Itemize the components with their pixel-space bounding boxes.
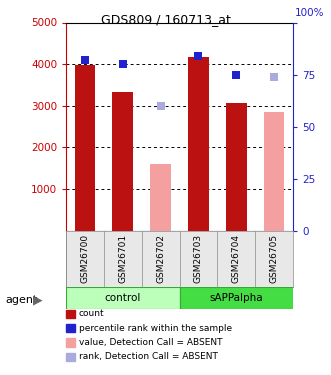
- Bar: [188, 57, 209, 231]
- Text: value, Detection Call = ABSENT: value, Detection Call = ABSENT: [79, 338, 222, 347]
- FancyBboxPatch shape: [179, 287, 293, 309]
- Text: GSM26701: GSM26701: [118, 234, 127, 284]
- Bar: [264, 112, 284, 231]
- Text: count: count: [79, 309, 104, 318]
- Bar: [226, 103, 247, 231]
- Bar: [113, 92, 133, 231]
- Text: ▶: ▶: [33, 294, 43, 306]
- Text: GSM26700: GSM26700: [80, 234, 90, 284]
- Text: sAPPalpha: sAPPalpha: [210, 293, 263, 303]
- Text: GSM26703: GSM26703: [194, 234, 203, 284]
- Text: GDS809 / 160713_at: GDS809 / 160713_at: [101, 13, 230, 26]
- Text: rank, Detection Call = ABSENT: rank, Detection Call = ABSENT: [79, 352, 218, 361]
- Text: 100%: 100%: [295, 8, 325, 18]
- Text: GSM26704: GSM26704: [232, 234, 241, 283]
- FancyBboxPatch shape: [66, 287, 179, 309]
- Text: percentile rank within the sample: percentile rank within the sample: [79, 324, 232, 333]
- Bar: [75, 65, 95, 231]
- Text: control: control: [105, 293, 141, 303]
- Text: GSM26702: GSM26702: [156, 234, 165, 283]
- Text: GSM26705: GSM26705: [269, 234, 279, 284]
- Bar: [150, 164, 171, 231]
- Text: agent: agent: [5, 295, 37, 305]
